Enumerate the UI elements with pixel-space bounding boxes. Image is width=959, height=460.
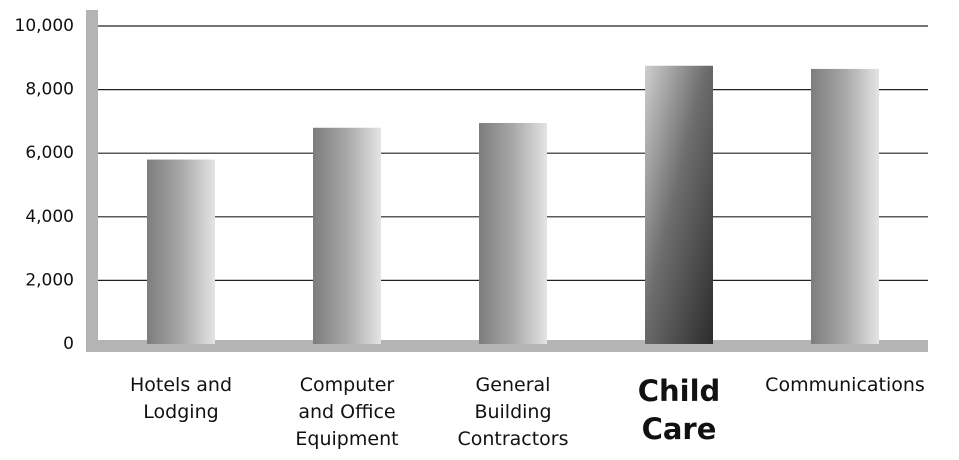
x-tick-label: Hotels and Lodging — [96, 372, 266, 426]
y-tick-label: 0 — [63, 334, 74, 354]
y-tick-label: 6,000 — [25, 143, 74, 163]
x-tick-label: Communications — [760, 372, 930, 399]
bar — [479, 123, 547, 344]
bar — [645, 66, 713, 344]
bar — [811, 69, 879, 344]
chart: 0 2,000 4,000 6,000 8,000 10,000 Hotels and L… — [0, 0, 959, 460]
y-tick-label: 10,000 — [15, 16, 74, 36]
bar — [313, 128, 381, 344]
y-tick-label: 4,000 — [25, 207, 74, 227]
x-tick-label: General Building Contractors — [428, 372, 598, 453]
x-tick-label: Computer and Office Equipment — [262, 372, 432, 453]
y-tick-label: 8,000 — [25, 80, 74, 100]
y-tick-label: 2,000 — [25, 270, 74, 290]
bar — [147, 160, 215, 344]
y-axis-bar — [86, 10, 98, 352]
x-tick-label: Child Care — [594, 372, 764, 448]
